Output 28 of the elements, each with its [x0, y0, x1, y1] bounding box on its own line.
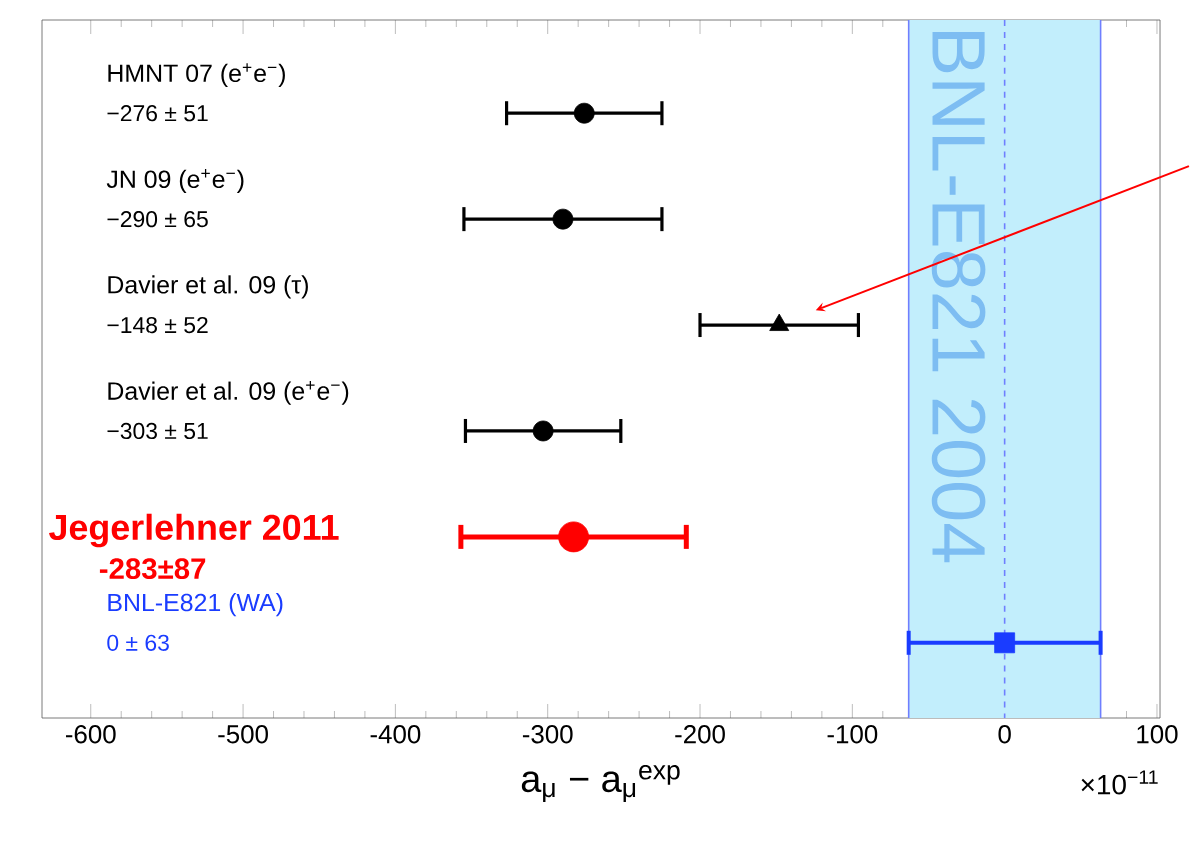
x-tick-label: -200: [675, 725, 725, 744]
point: [573, 102, 595, 124]
x-tick-label: 0: [998, 725, 1011, 744]
x-tick-label: 100: [1137, 725, 1178, 744]
y-tick-label: HMNT 07 (e$^{+}$e$^{−}$): [108, 63, 285, 88]
text: ×10$^{−11}$: [1081, 770, 1158, 795]
y-tick-label: JN 09 (e$^{+}$e$^{−}$): [106, 169, 244, 193]
annotation: −290 ± 65: [107, 211, 208, 228]
annotation: -283±87: [99, 558, 206, 580]
x-tick-label: -400: [370, 725, 421, 744]
y-tick-label: Davier et al. 09 (e$^{+}$e$^{−}$): [108, 380, 349, 405]
x-tick-label: -500: [218, 725, 268, 744]
annotation: −148 ± 52: [107, 316, 208, 334]
annotation: −276 ± 51: [107, 105, 208, 122]
x-tick-label: -600: [65, 725, 116, 744]
band-label: BNL-E821 2004: [931, 31, 986, 563]
x-axis-title: a$_{μ}$ − a$_{μ}$exp: [521, 765, 680, 803]
y-tick-label: BNL-E821 (WA): [108, 593, 283, 617]
annotation: 0 ± 63: [107, 634, 169, 651]
point: [532, 420, 554, 442]
point: [994, 632, 1016, 654]
point: [552, 208, 574, 230]
y-tick-label: Jegerlehner 2011: [49, 513, 339, 548]
point: [558, 521, 589, 553]
x-tick-label: -100: [827, 725, 878, 744]
y-tick-label: Davier et al. 09 (τ): [108, 275, 308, 299]
annotation: −303 ± 51: [107, 422, 208, 440]
x-tick-label: -300: [522, 725, 573, 744]
